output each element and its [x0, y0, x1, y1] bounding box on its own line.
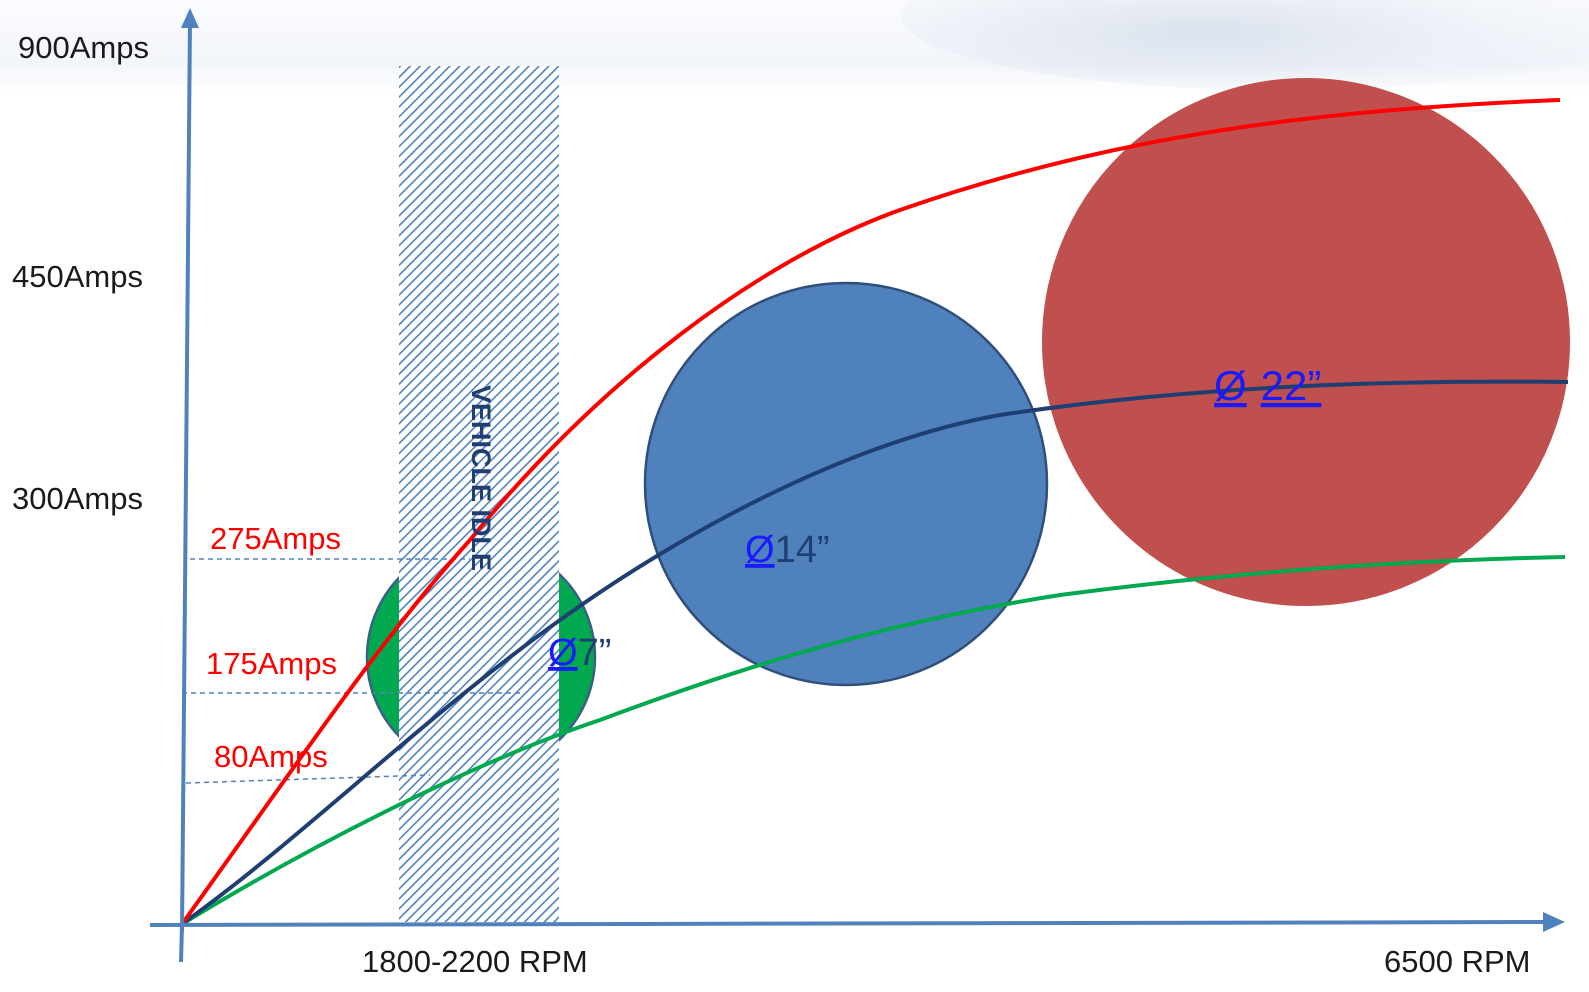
diameter-value-22: 22”: [1261, 362, 1322, 409]
diameter-symbol-22: Ø: [1214, 362, 1247, 409]
y-axis-tail: [179, 924, 184, 963]
series-line-green: [180, 555, 1566, 926]
y-axis-arrow: [181, 8, 199, 28]
y-tick-450: 450Amps: [12, 259, 143, 294]
x-label-idle-rpm: 1800-2200 RPM: [362, 944, 588, 979]
x-axis-arrow: [1543, 912, 1565, 932]
y-tick-300: 300Amps: [12, 481, 143, 516]
series-line-navy: [180, 379, 1569, 926]
diameter-symbol-14: Ø: [745, 529, 775, 571]
y-axis: [180, 19, 192, 933]
x-label-max-rpm: 6500 RPM: [1384, 944, 1530, 979]
ref-label-175: 175Amps: [206, 646, 337, 681]
y-tick-900: 900Amps: [18, 30, 149, 65]
circle-22: [1042, 78, 1570, 606]
idle-band: [399, 66, 559, 922]
diameter-value-7: 7”: [578, 632, 612, 674]
ref-label-80: 80Amps: [214, 739, 328, 774]
idle-band-label: VEHICLE IDLE: [466, 385, 496, 571]
ref-line-80: [185, 774, 431, 784]
circle-22-label: Ø 22”: [1214, 362, 1321, 409]
diameter-symbol-7: Ø: [548, 632, 578, 674]
ref-label-275: 275Amps: [210, 521, 341, 556]
series-line-red: [180, 98, 1561, 926]
background-band: [0, 0, 1589, 92]
circle-14-label: Ø14”: [745, 529, 829, 571]
circle-7-label: Ø7”: [548, 632, 611, 674]
diameter-value-14: 14”: [775, 529, 830, 571]
circle-14: [643, 281, 1049, 687]
x-axis: [149, 920, 1546, 927]
